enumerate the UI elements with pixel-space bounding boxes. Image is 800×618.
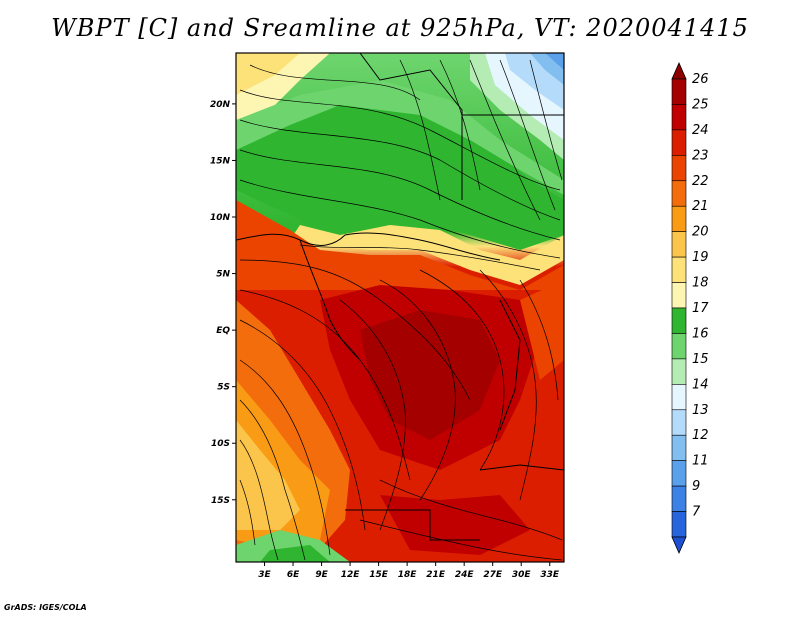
colorbar-swatch bbox=[671, 231, 687, 258]
map-frame bbox=[235, 52, 565, 563]
lon-tick-label: 33E bbox=[540, 570, 560, 580]
colorbar-label: 12 bbox=[692, 428, 709, 443]
lon-tick-label: 9E bbox=[315, 570, 328, 580]
chart-title: WBPT [C] and Sreamline at 925hPa, VT: 20… bbox=[51, 14, 749, 42]
colorbar-bottom-cap bbox=[671, 536, 687, 554]
lon-tick-label: 15E bbox=[369, 570, 389, 580]
colorbar: 26 25 24 23 22 21 20 19 18 17 16 15 14 13 12 11 9 7 bbox=[671, 62, 709, 554]
colorbar-swatch bbox=[671, 409, 687, 436]
lat-tick-label: 5N bbox=[216, 270, 230, 280]
lat-tick-label: 10N bbox=[210, 213, 231, 223]
lat-tick-label: 20N bbox=[210, 100, 231, 110]
colorbar-label: 14 bbox=[692, 377, 709, 392]
lat-tick-label: 5S bbox=[217, 383, 230, 393]
lon-tick-label: 21E bbox=[426, 570, 446, 580]
colorbar-swatch bbox=[671, 155, 687, 182]
latitude-axis: 20N 15N 10N 5N EQ 5S 10S 15S bbox=[210, 100, 236, 506]
colorbar-swatch bbox=[671, 511, 687, 538]
colorbar-label: 9 bbox=[692, 479, 700, 494]
colorbar-swatch bbox=[671, 129, 687, 156]
lon-tick-label: 6E bbox=[287, 570, 300, 580]
colorbar-swatch bbox=[671, 485, 687, 512]
colorbar-top-cap bbox=[671, 62, 687, 80]
colorbar-swatch bbox=[671, 384, 687, 411]
lat-tick-label: 10S bbox=[211, 439, 230, 449]
colorbar-label: 22 bbox=[692, 174, 709, 189]
colorbar-label: 25 bbox=[692, 97, 709, 112]
colorbar-label: 15 bbox=[692, 352, 709, 367]
lon-tick-label: 3E bbox=[258, 570, 271, 580]
lon-tick-label: 30E bbox=[512, 570, 532, 580]
colorbar-swatch bbox=[671, 256, 687, 283]
colorbar-label: 21 bbox=[692, 199, 709, 214]
colorbar-swatch bbox=[671, 180, 687, 207]
colorbar-swatch bbox=[671, 104, 687, 131]
wbpt-field bbox=[236, 53, 564, 562]
colorbar-label: 20 bbox=[692, 225, 709, 240]
grads-credit: GrADS: IGES/COLA bbox=[4, 603, 87, 612]
colorbar-swatch bbox=[671, 358, 687, 385]
colorbar-label: 18 bbox=[692, 276, 709, 291]
colorbar-label: 26 bbox=[692, 72, 709, 87]
colorbar-swatch bbox=[671, 333, 687, 360]
colorbar-swatch bbox=[671, 460, 687, 487]
lon-tick-label: 24E bbox=[455, 570, 475, 580]
lon-tick-label: 27E bbox=[483, 570, 503, 580]
lon-tick-label: 18E bbox=[398, 570, 418, 580]
colorbar-label: 24 bbox=[692, 123, 709, 138]
lon-tick-label: 12E bbox=[341, 570, 361, 580]
colorbar-label: 7 bbox=[692, 505, 701, 520]
colorbar-swatch bbox=[671, 205, 687, 232]
colorbar-swatch bbox=[671, 78, 687, 105]
lat-tick-label: EQ bbox=[216, 326, 230, 336]
colorbar-swatch bbox=[671, 282, 687, 309]
colorbar-swatch bbox=[671, 307, 687, 334]
colorbar-label: 23 bbox=[692, 148, 709, 163]
colorbar-label: 11 bbox=[692, 454, 709, 469]
lat-tick-label: 15N bbox=[210, 156, 231, 166]
longitude-axis: 3E 6E 9E 12E 15E 18E 21E 24E 27E 30E 33E bbox=[258, 562, 560, 580]
lat-tick-label: 15S bbox=[211, 496, 230, 506]
colorbar-swatch bbox=[671, 434, 687, 461]
colorbar-label: 16 bbox=[692, 326, 709, 341]
country-borders bbox=[236, 53, 564, 541]
colorbar-label: 13 bbox=[692, 403, 709, 418]
colorbar-label: 19 bbox=[692, 250, 709, 265]
colorbar-label: 17 bbox=[692, 301, 709, 316]
